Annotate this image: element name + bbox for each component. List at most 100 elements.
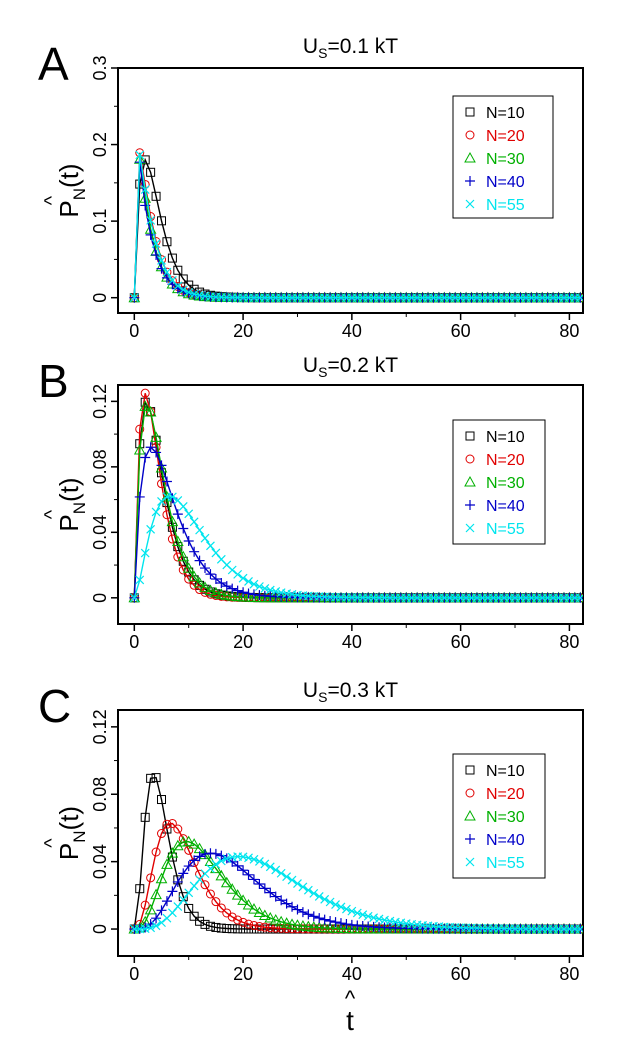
data-point bbox=[184, 903, 194, 913]
legend: N=10 N=20 N=30 N=40 N=55 bbox=[452, 753, 546, 879]
data-point bbox=[156, 905, 167, 916]
data-point bbox=[254, 582, 264, 591]
plot-area bbox=[128, 148, 583, 303]
data-point bbox=[144, 903, 157, 915]
y-tick-label: 0.08 bbox=[90, 449, 110, 484]
x-tick-label: 20 bbox=[233, 632, 253, 652]
data-point bbox=[215, 588, 228, 599]
panel-title: US=0.1 kT bbox=[303, 35, 398, 61]
data-point bbox=[189, 855, 200, 866]
data-point bbox=[318, 921, 331, 933]
data-point bbox=[226, 590, 239, 601]
data-point bbox=[232, 860, 243, 871]
data-point bbox=[233, 569, 243, 579]
data-point bbox=[244, 576, 253, 586]
data-point bbox=[161, 476, 172, 487]
data-point bbox=[243, 869, 254, 880]
legend-marker bbox=[465, 431, 475, 441]
data-point bbox=[178, 285, 188, 295]
data-point bbox=[140, 185, 150, 194]
legend-label: N=40 bbox=[486, 174, 525, 191]
data-point bbox=[173, 265, 183, 275]
data-point bbox=[205, 921, 215, 931]
data-point bbox=[151, 921, 161, 931]
data-point bbox=[330, 917, 341, 928]
legend-marker bbox=[465, 199, 475, 209]
x-tick-label: 0 bbox=[129, 964, 139, 984]
data-point bbox=[298, 882, 308, 892]
data-point bbox=[167, 492, 177, 502]
data-point bbox=[297, 920, 309, 931]
data-point bbox=[129, 593, 139, 603]
y-tick-label: 0.08 bbox=[90, 777, 110, 812]
data-point bbox=[211, 859, 221, 869]
data-point bbox=[227, 856, 238, 867]
legend-label: N=20 bbox=[486, 452, 525, 469]
data-point bbox=[292, 904, 303, 915]
legend-label: N=40 bbox=[486, 832, 525, 849]
data-point bbox=[173, 281, 183, 291]
legend-marker bbox=[464, 151, 476, 163]
data-point bbox=[276, 868, 286, 878]
data-point bbox=[281, 898, 292, 909]
data-point bbox=[189, 911, 199, 921]
data-point bbox=[182, 835, 195, 847]
data-point bbox=[341, 919, 352, 930]
data-point bbox=[216, 577, 227, 588]
data-point bbox=[286, 918, 298, 929]
data-point bbox=[167, 818, 177, 828]
data-point bbox=[166, 847, 179, 858]
data-point bbox=[146, 524, 156, 534]
x-tick-label: 0 bbox=[129, 632, 139, 652]
plot-frame bbox=[117, 384, 584, 625]
data-point bbox=[248, 874, 259, 885]
data-point bbox=[575, 293, 583, 303]
data-point bbox=[188, 570, 200, 582]
data-point bbox=[260, 922, 270, 932]
x-tick-label: 0 bbox=[129, 321, 139, 341]
data-point bbox=[253, 906, 266, 918]
data-point bbox=[380, 915, 389, 925]
data-point bbox=[173, 902, 183, 911]
data-point bbox=[178, 274, 188, 284]
y-tick-label: 0.3 bbox=[90, 55, 110, 80]
data-point bbox=[210, 586, 222, 598]
data-point bbox=[303, 909, 314, 920]
data-point bbox=[244, 919, 254, 929]
legend-marker bbox=[465, 834, 475, 844]
data-point bbox=[259, 883, 270, 894]
legend-marker bbox=[464, 475, 476, 487]
data-point bbox=[200, 919, 210, 929]
y-axis-label: PN(t) bbox=[54, 163, 89, 217]
data-point bbox=[216, 903, 226, 913]
data-point bbox=[249, 854, 259, 864]
legend-label: N=40 bbox=[486, 498, 525, 515]
data-point bbox=[309, 888, 319, 898]
data-point bbox=[178, 868, 189, 879]
data-point bbox=[238, 924, 248, 934]
data-point bbox=[135, 575, 145, 585]
data-point bbox=[195, 916, 205, 926]
data-point bbox=[227, 583, 238, 594]
y-tick-label: 0 bbox=[90, 293, 110, 303]
panel-letter: C bbox=[38, 680, 71, 732]
data-point bbox=[575, 924, 583, 934]
data-point bbox=[331, 900, 340, 909]
data-point bbox=[363, 911, 373, 921]
data-point bbox=[205, 569, 216, 580]
data-point bbox=[221, 581, 232, 592]
legend-label: N=10 bbox=[486, 429, 525, 446]
data-point bbox=[140, 900, 150, 910]
data-point bbox=[151, 913, 162, 924]
data-point bbox=[200, 587, 210, 597]
data-point bbox=[135, 150, 145, 160]
data-point bbox=[167, 253, 177, 263]
data-point bbox=[204, 584, 217, 596]
data-point bbox=[205, 848, 216, 859]
data-point bbox=[260, 859, 270, 869]
data-point bbox=[189, 517, 199, 527]
data-point bbox=[238, 917, 248, 927]
data-point bbox=[157, 918, 166, 928]
data-point bbox=[222, 924, 232, 934]
data-point bbox=[194, 555, 205, 566]
